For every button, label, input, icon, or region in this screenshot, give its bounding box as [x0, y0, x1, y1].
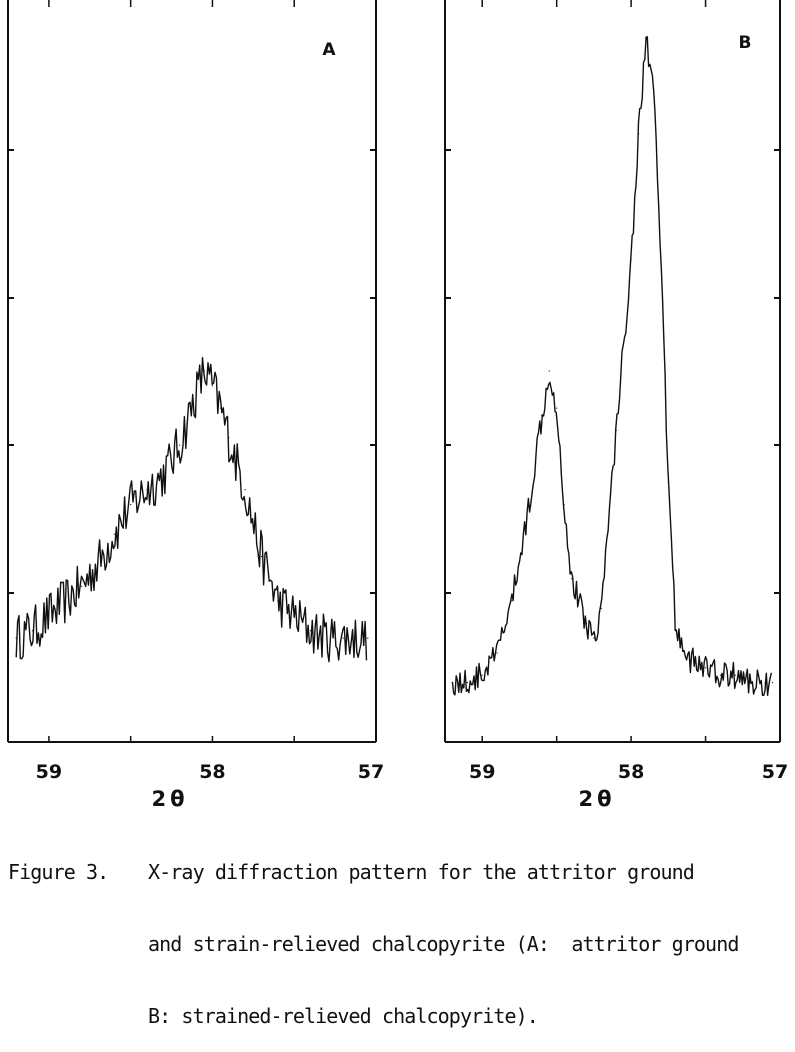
data-point [310, 630, 312, 632]
series-line [15, 357, 368, 663]
data-point [48, 615, 50, 617]
data-point [293, 615, 295, 617]
data-point [211, 385, 213, 387]
data-point [31, 630, 34, 632]
data-point [667, 481, 669, 483]
data-point [660, 259, 662, 261]
data-point [541, 414, 543, 417]
data-point [600, 607, 602, 610]
data-point [146, 489, 148, 491]
data-point [652, 88, 655, 90]
data-point [772, 682, 774, 684]
data-point [113, 533, 115, 535]
x-tick-label: 57 [358, 761, 384, 783]
data-point [526, 518, 528, 521]
panel-a: 59 58 57 2θ A [7, 0, 384, 811]
data-point [203, 370, 205, 372]
data-point [342, 637, 344, 639]
data-point [195, 392, 197, 394]
x-tick-label: 58 [618, 761, 644, 783]
x-tick-label: 59 [36, 761, 62, 783]
data-point [705, 667, 707, 669]
data-point [496, 652, 498, 654]
figure-canvas: 59 58 57 2θ A 59 58 57 2θ B [7, 0, 788, 811]
data-point [690, 659, 692, 662]
data-point [675, 630, 677, 632]
data-point [260, 555, 263, 558]
data-point [130, 504, 132, 506]
data-point [451, 682, 453, 684]
data-point [734, 674, 736, 676]
x-tick-label: 57 [762, 761, 788, 783]
data-point [749, 682, 751, 684]
data-point [556, 407, 558, 409]
data-point [162, 474, 164, 476]
data-point [97, 563, 99, 565]
data-point [764, 682, 766, 684]
caption-text-1: X-ray diffraction pattern for the attrit… [148, 860, 695, 884]
data-point [228, 437, 230, 439]
data-point [548, 370, 550, 372]
data-point [179, 444, 181, 446]
data-point [630, 259, 632, 261]
data-point [615, 429, 617, 431]
data-point [645, 36, 647, 38]
data-point [326, 637, 328, 639]
caption-line-1: Figure 3. X-ray diffraction pattern for t… [8, 860, 793, 884]
data-point [719, 674, 722, 676]
figure-caption: Figure 3. X-ray diffraction pattern for t… [8, 812, 793, 1052]
data-point [64, 600, 66, 602]
data-point [81, 585, 83, 587]
caption-line-3: B: strained-relieved chalcopyrite). [8, 1004, 793, 1028]
x-axis-label: 2θ [578, 787, 615, 811]
x-axis-label: 2θ [151, 787, 188, 811]
data-point [511, 600, 513, 602]
data-point [15, 637, 17, 639]
data-point [466, 682, 468, 684]
caption-text-3: B: strained-relieved chalcopyrite). [148, 1004, 539, 1028]
data-point [571, 578, 573, 580]
data-point [593, 637, 595, 639]
data-point [638, 133, 640, 135]
caption-line-2: and strain-relieved chalcopyrite (A: att… [8, 932, 793, 956]
caption-label: Figure 3. [8, 860, 109, 884]
x-tick-label: 59 [469, 761, 495, 783]
series-line [451, 36, 773, 697]
panel-label: A [322, 40, 336, 60]
data-point [585, 622, 588, 624]
panel-label: B [739, 33, 752, 53]
caption-text-2: and strain-relieved chalcopyrite (A: att… [148, 932, 739, 956]
data-point [367, 637, 369, 639]
panel-b: 59 58 57 2θ B [444, 0, 788, 811]
data-point [563, 504, 565, 506]
data-point [220, 407, 222, 409]
x-tick-label: 58 [199, 761, 225, 783]
data-point [277, 600, 279, 602]
data-point [244, 489, 246, 491]
data-point [481, 674, 483, 676]
